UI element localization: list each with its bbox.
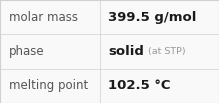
Text: melting point: melting point xyxy=(9,79,88,92)
Text: phase: phase xyxy=(9,45,44,58)
Text: (at STP): (at STP) xyxy=(148,47,186,56)
Text: 399.5 g/mol: 399.5 g/mol xyxy=(108,11,197,24)
Text: solid: solid xyxy=(108,45,144,58)
Text: 102.5 °C: 102.5 °C xyxy=(108,79,171,92)
Text: molar mass: molar mass xyxy=(9,11,78,24)
